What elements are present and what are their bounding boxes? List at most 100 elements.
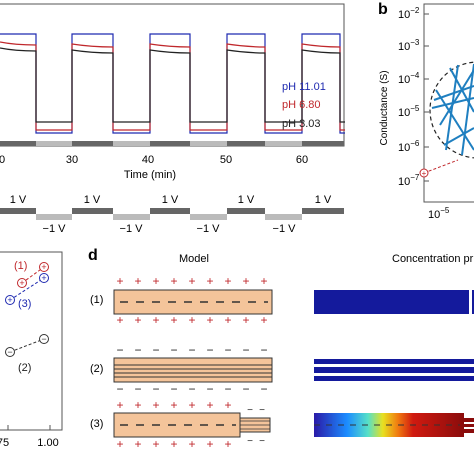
svg-text:−: − [152, 382, 159, 396]
svg-text:+: + [19, 278, 24, 288]
svg-text:+: + [260, 313, 267, 327]
svg-text:+: + [224, 398, 231, 412]
legend-ph-3-03: pH 3.03 [282, 118, 321, 130]
svg-text:−: − [206, 382, 213, 396]
panel-c-point-3a: + [5, 295, 15, 305]
svg-text:+: + [170, 274, 177, 288]
tick-label-x-0: 0 [0, 154, 5, 166]
column-title-concentration: Concentration pr [392, 253, 474, 265]
panel-c-point-3b: + [39, 273, 49, 283]
svg-text:+: + [134, 398, 141, 412]
panel-c-x-ticks [7, 425, 51, 430]
svg-text:−: − [41, 334, 46, 344]
svg-text:−: − [7, 347, 12, 357]
panel-c: 75 1.00 + + (1) + + (3) − [0, 251, 63, 449]
svg-text:+: + [170, 437, 177, 451]
panel-c-point-2b: − [39, 334, 49, 344]
panel-c-label-2: (2) [18, 362, 31, 374]
svg-text:−: − [170, 343, 177, 357]
svg-text:+: + [152, 274, 159, 288]
voltage-label-neg-1: −1 V [43, 223, 67, 235]
network-inset: + [419, 61, 474, 178]
svg-text:+: + [152, 437, 159, 451]
voltage-label-pos-2: 1 V [84, 194, 101, 206]
panel-c-frame [0, 251, 63, 431]
svg-text:+: + [206, 274, 213, 288]
panel-b-x-tick: 10−5 [428, 206, 450, 221]
concentration-map-3 [314, 413, 474, 437]
svg-text:−: − [247, 436, 253, 447]
legend-ph-11-01: pH 11.01 [282, 81, 326, 93]
model-row-3: + + + + + + + + + + + + + + − − − − [113, 398, 271, 451]
voltage-protocol [0, 208, 344, 220]
svg-text:−: − [242, 382, 249, 396]
svg-text:−: − [134, 382, 141, 396]
svg-text:+: + [224, 437, 231, 451]
svg-text:+: + [170, 398, 177, 412]
svg-text:−: − [188, 382, 195, 396]
svg-text:10−2: 10−2 [398, 6, 420, 21]
svg-text:10−7: 10−7 [398, 173, 420, 188]
voltage-label-neg-4: −1 V [273, 223, 297, 235]
svg-text:−: − [224, 382, 231, 396]
svg-text:+: + [116, 274, 123, 288]
svg-text:+: + [206, 437, 213, 451]
panel-c-label-1: (1) [14, 260, 27, 272]
panel-a-voltage-strip [0, 141, 344, 146]
panel-a: pH 11.01 pH 6.80 pH 3.03 0 30 40 50 60 T… [0, 3, 345, 235]
legend-ph-6-80: pH 6.80 [282, 99, 321, 111]
row-label-2: (2) [90, 363, 103, 375]
voltage-label-neg-3: −1 V [197, 223, 221, 235]
panel-b-y-tick-labels: 10−2 10−3 10−4 10−5 10−6 10−7 [398, 6, 420, 188]
panel-b-y-ticks [424, 13, 429, 182]
row-label-3: (3) [90, 418, 103, 430]
svg-text:−: − [247, 405, 253, 416]
svg-text:−: − [152, 343, 159, 357]
svg-text:−: − [170, 382, 177, 396]
svg-text:+: + [242, 313, 249, 327]
voltage-label-pos-1: 1 V [10, 194, 27, 206]
panel-c-label-3: (3) [18, 298, 31, 310]
svg-text:−: − [224, 343, 231, 357]
data-point-b [419, 168, 429, 178]
voltage-label-pos-4: 1 V [238, 194, 255, 206]
svg-text:+: + [170, 313, 177, 327]
svg-text:+: + [41, 262, 46, 272]
svg-text:+: + [134, 274, 141, 288]
panel-b: b 10−2 10−3 10−4 10−5 10−6 10−7 Conducta… [378, 1, 474, 221]
svg-text:−: − [206, 343, 213, 357]
panel-c-point-2a: − [5, 347, 15, 357]
svg-text:10−3: 10−3 [398, 38, 420, 53]
axis-label-time: Time (min) [124, 169, 176, 181]
model-row-1: + + + + + + + + + + + + + + + + + + [113, 274, 273, 327]
voltage-label-neg-2: −1 V [120, 223, 144, 235]
row-label-1: (1) [90, 294, 103, 306]
panel-letter-d: d [88, 247, 98, 264]
tick-label-x-40: 40 [142, 154, 154, 166]
svg-text:+: + [116, 398, 123, 412]
svg-text:+: + [206, 313, 213, 327]
panel-d: d Model Concentration pr (1) (2) (3) + + +… [88, 247, 474, 451]
svg-text:−: − [242, 343, 249, 357]
axis-label-conductance: Conductance (S) [379, 70, 390, 145]
voltage-label-pos-5: 1 V [315, 194, 332, 206]
svg-text:10−6: 10−6 [398, 139, 420, 154]
svg-text:+: + [41, 273, 46, 283]
panel-b-frame [423, 3, 474, 203]
svg-text:+: + [206, 398, 213, 412]
svg-text:−: − [116, 382, 123, 396]
svg-text:10−4: 10−4 [398, 71, 420, 86]
svg-text:+: + [188, 398, 195, 412]
svg-text:+: + [224, 313, 231, 327]
voltage-label-pos-3: 1 V [162, 194, 179, 206]
column-title-model: Model [179, 253, 209, 265]
concentration-map-2 [314, 358, 474, 382]
svg-text:−: − [260, 343, 267, 357]
svg-text:−: − [116, 343, 123, 357]
svg-text:−: − [259, 405, 265, 416]
svg-text:+: + [152, 313, 159, 327]
svg-text:+: + [134, 437, 141, 451]
panel-c-point-1b: + [39, 262, 49, 272]
panel-c-point-1a: + [17, 278, 27, 288]
